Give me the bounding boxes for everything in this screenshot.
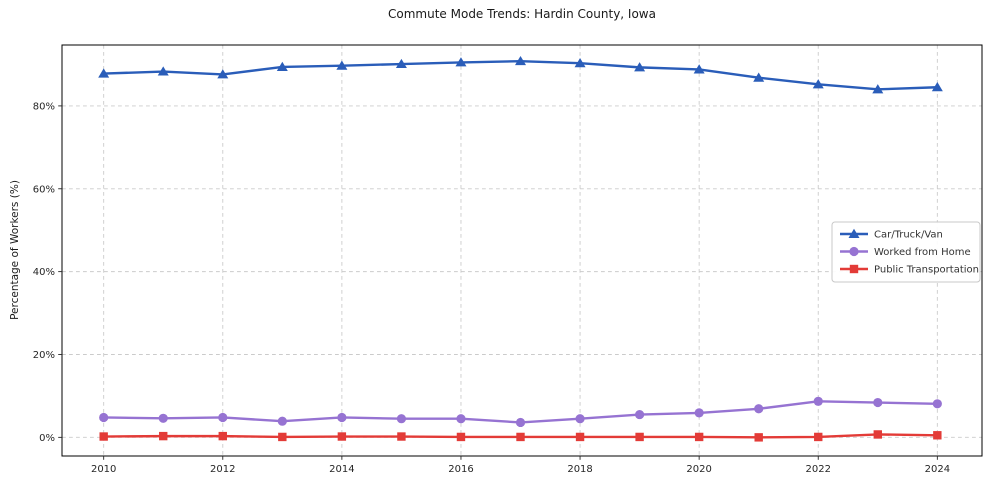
data-point-marker	[754, 433, 763, 442]
data-point-marker	[933, 431, 942, 440]
x-tick-label: 2010	[91, 464, 116, 475]
legend-label: Worked from Home	[874, 247, 971, 258]
data-point-marker	[397, 432, 406, 441]
legend-label: Car/Truck/Van	[874, 230, 943, 241]
x-tick-label: 2016	[448, 464, 473, 475]
axes-tick-labels: 2010 2012 2014 2016 2018 2020 2022 2024 0% 20% 40%…	[33, 101, 950, 475]
data-point-marker	[931, 82, 943, 92]
data-point-marker	[456, 414, 466, 424]
data-point-marker	[872, 84, 884, 94]
y-tick-label: 40%	[33, 267, 55, 278]
data-point-marker	[218, 431, 227, 441]
axes-ticks	[58, 105, 938, 460]
data-point-marker	[277, 416, 287, 426]
data-point-marker	[814, 432, 823, 442]
x-tick-label: 2020	[686, 464, 711, 475]
data-point-marker	[634, 62, 646, 72]
data-point-marker	[276, 61, 288, 71]
series-line	[102, 59, 939, 91]
data-point-marker	[575, 432, 585, 442]
data-point-marker	[694, 432, 704, 442]
data-point-marker	[217, 69, 229, 79]
data-point-marker	[574, 58, 586, 68]
data-point-marker	[575, 414, 585, 424]
data-point-marker	[395, 58, 407, 69]
y-tick-label: 20%	[33, 350, 55, 361]
data-point-marker	[157, 66, 169, 76]
legend: Car/Truck/Van Worked from Home Public Tran…	[831, 221, 981, 283]
data-point-marker	[337, 412, 347, 423]
data-point-marker	[98, 68, 110, 78]
data-point-marker	[754, 404, 764, 414]
data-point-marker	[337, 432, 347, 441]
data-point-marker	[635, 432, 644, 442]
data-point-marker	[813, 396, 823, 406]
legend-label: Public Transportation	[874, 265, 979, 276]
y-tick-label: 80%	[33, 101, 55, 112]
data-point-marker	[515, 55, 527, 66]
series-car-truck-van	[98, 55, 943, 94]
data-point-marker	[456, 432, 466, 442]
x-tick-label: 2014	[329, 464, 354, 475]
series-worked-from-home	[99, 396, 942, 428]
legend-box	[831, 221, 981, 283]
data-point-marker	[99, 432, 108, 441]
data-point-marker	[455, 57, 467, 67]
data-point-marker	[516, 432, 525, 442]
legend-entry-public-transportation: Public Transportation	[840, 265, 979, 276]
data-point-marker	[849, 264, 859, 274]
data-point-marker	[873, 430, 882, 439]
data-point-marker	[932, 399, 942, 409]
data-point-marker	[336, 60, 348, 70]
data-point-marker	[693, 64, 705, 74]
chart-title: Commute Mode Trends: Hardin County, Iowa	[388, 7, 656, 21]
x-tick-label: 2024	[925, 464, 950, 475]
data-point-marker	[753, 72, 765, 82]
data-point-marker	[278, 432, 287, 442]
data-point-marker	[812, 79, 824, 89]
data-point-marker	[694, 408, 704, 418]
x-tick-label: 2022	[806, 464, 831, 475]
data-point-marker	[396, 414, 407, 424]
data-point-marker	[218, 412, 228, 423]
data-point-marker	[99, 412, 109, 423]
data-point-marker	[873, 397, 883, 408]
x-tick-label: 2012	[210, 464, 235, 475]
legend-entry-worked-from-home: Worked from Home	[840, 246, 971, 258]
plot-border	[61, 44, 983, 457]
data-point-marker	[848, 228, 860, 238]
data-point-marker	[158, 413, 168, 423]
y-tick-label: 60%	[33, 184, 55, 195]
series-public-transportation	[99, 430, 942, 442]
legend-entry-car-truck-van: Car/Truck/Van	[840, 228, 943, 241]
y-tick-label: 0%	[39, 433, 55, 444]
data-point-marker	[159, 431, 168, 441]
data-point-marker	[849, 246, 859, 257]
x-tick-label: 2018	[567, 464, 592, 475]
data-point-marker	[635, 409, 645, 420]
data-point-marker	[515, 417, 526, 428]
